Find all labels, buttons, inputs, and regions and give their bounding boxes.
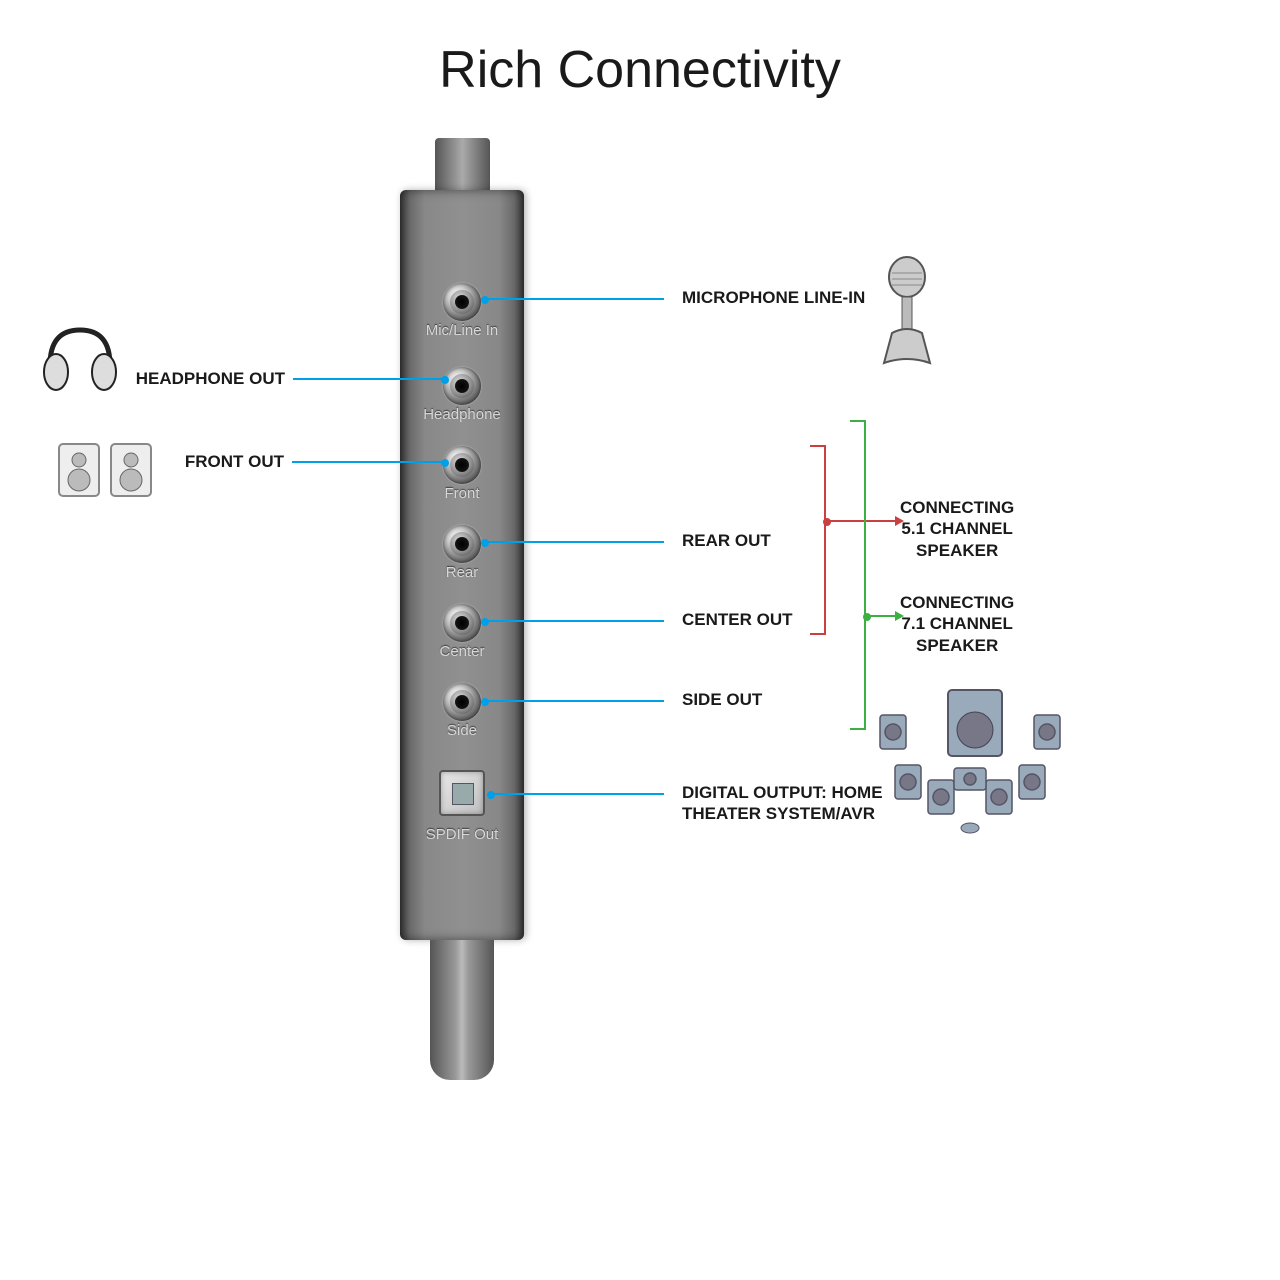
jack-headphone: [443, 367, 481, 405]
callout-dot: [441, 376, 449, 384]
jack-mic: [443, 283, 481, 321]
bracket-tail: [430, 940, 494, 1080]
surround-speakers-icon: [870, 680, 1070, 840]
port-label-mic: Mic/Line In: [407, 322, 517, 339]
headphones-icon: [40, 320, 120, 395]
callout-line: [292, 461, 444, 463]
callout-line: [490, 793, 664, 795]
callout-dot: [823, 518, 831, 526]
callout-dot: [487, 791, 495, 799]
jack-front: [443, 446, 481, 484]
port-label-spdif: SPDIF Out: [407, 826, 517, 843]
label-spdif: DIGITAL OUTPUT: HOME THEATER SYSTEM/AVR: [682, 782, 883, 825]
page-title: Rich Connectivity: [0, 40, 1280, 100]
label-side: SIDE OUT: [682, 689, 762, 710]
label-center: CENTER OUT: [682, 609, 793, 630]
group-label: CONNECTING5.1 CHANNELSPEAKER: [900, 497, 1014, 561]
front-speakers-icon: [55, 440, 155, 500]
port-label-rear: Rear: [407, 564, 517, 581]
jack-center: [443, 604, 481, 642]
callout-dot: [481, 698, 489, 706]
callout-dot: [481, 296, 489, 304]
callout-dot: [481, 539, 489, 547]
label-rear: REAR OUT: [682, 530, 771, 551]
callout-dot: [481, 618, 489, 626]
group-label: CONNECTING7.1 CHANNELSPEAKER: [900, 592, 1014, 656]
bracket-top: [435, 138, 490, 190]
callout-line: [484, 700, 664, 702]
group-bracket: [810, 445, 826, 635]
callout-line: [484, 620, 664, 622]
jack-rear: [443, 525, 481, 563]
port-label-front: Front: [407, 485, 517, 502]
label-front: FRONT OUT: [185, 451, 284, 472]
jack-side: [443, 683, 481, 721]
callout-dot: [863, 613, 871, 621]
group-bracket: [850, 420, 866, 730]
callout-line: [293, 378, 444, 380]
callout-line: [868, 615, 895, 617]
port-label-headphone: Headphone: [407, 406, 517, 423]
callout-line: [484, 298, 664, 300]
label-mic: MICROPHONE LINE-IN: [682, 287, 865, 308]
port-label-center: Center: [407, 643, 517, 660]
port-label-side: Side: [407, 722, 517, 739]
label-headphone: HEADPHONE OUT: [136, 368, 285, 389]
callout-dot: [441, 459, 449, 467]
port-spdif: [439, 770, 485, 816]
microphone-icon: [870, 255, 945, 370]
callout-line: [484, 541, 664, 543]
